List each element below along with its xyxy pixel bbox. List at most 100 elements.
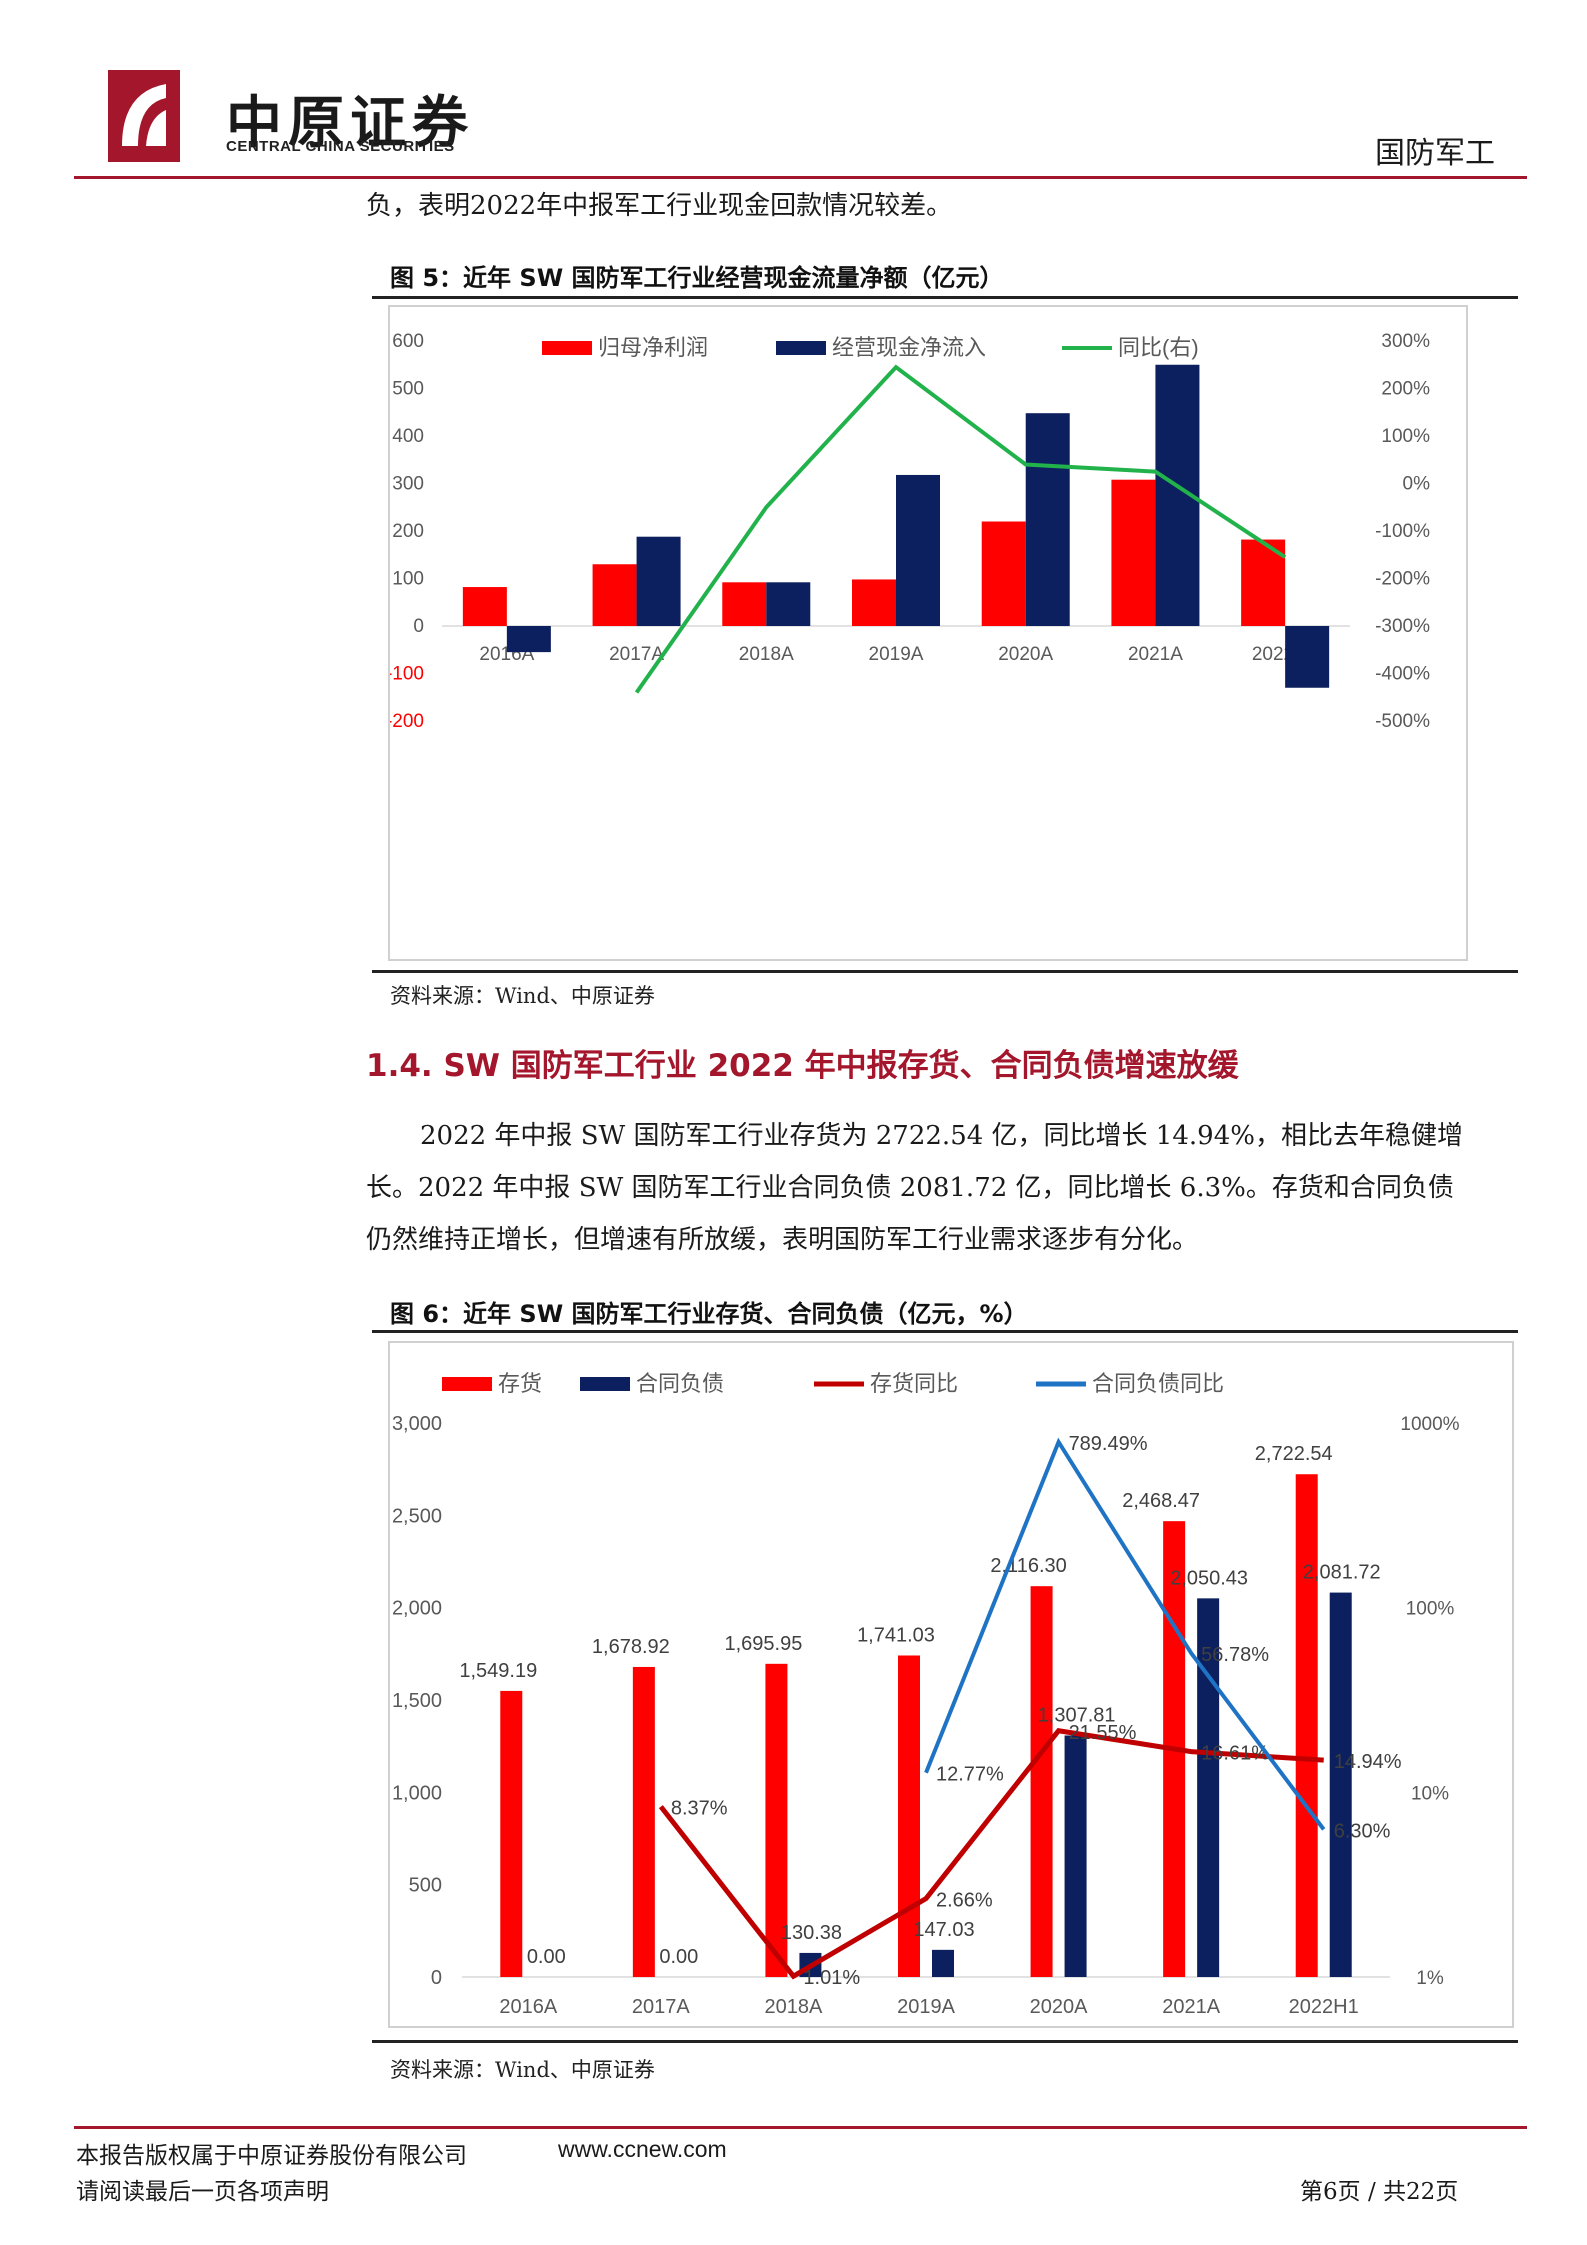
right-axis-tick-label: -400% <box>1375 664 1430 685</box>
footer-copyright: 本报告版权属于中原证券股份有限公司 <box>76 2143 467 2169</box>
legend-label: 合同负债 <box>636 1371 724 1396</box>
legend-label: 同比(右) <box>1118 335 1199 360</box>
figure6-bottom-rule <box>372 2040 1518 2043</box>
section-paragraph-line-1: 2022 年中报 SW 国防军工行业存货为 2722.54 亿，同比增长 14.… <box>420 1121 1463 1151</box>
x-axis-tick-label: 2017A <box>632 1996 690 2018</box>
figure5-chart: 600 500 400 300 200 100 0 -100 -200 300% 200% 100% 0… <box>386 331 1430 732</box>
bar-net-profit <box>852 579 896 626</box>
bar-contract-liabilities <box>1064 1735 1087 1977</box>
bar-inventory <box>765 1663 788 1977</box>
footer-rule <box>74 2126 1527 2129</box>
x-axis-tick-label: 2018A <box>739 644 794 665</box>
right-axis-tick-label: -200% <box>1375 569 1430 590</box>
x-axis-tick-label: 2017A <box>609 644 664 665</box>
figure5-title-rule <box>372 296 1518 299</box>
figure6-title: 图 6：近年 SW 国防军工行业存货、合同负债（亿元，%） <box>390 1300 1028 1328</box>
left-axis-tick-label: 200 <box>392 521 424 542</box>
bar-inventory <box>500 1690 523 1977</box>
left-axis-tick-label: 400 <box>392 426 424 447</box>
inventory-yoy-line <box>658 1728 1324 1980</box>
figure5-chart-frame: 600 500 400 300 200 100 0 -100 -200 300% 200% 100% 0… <box>386 305 1468 961</box>
section-paragraph-line-2: 长。2022 年中报 SW 国防军工行业合同负债 2081.72 亿，同比增长 … <box>366 1173 1454 1203</box>
header-rule <box>74 176 1527 179</box>
left-axis-tick-label: 2,500 <box>392 1505 442 1527</box>
company-name-cn: 中原证券 <box>226 90 474 156</box>
figure6-chart-frame: 3,000 2,500 2,000 1,500 1,000 500 0 1000% 100% 10… <box>388 1341 1514 2028</box>
line-data-label: 16.61% <box>1201 1743 1269 1765</box>
left-axis-tick-label: 600 <box>392 331 424 352</box>
bar-inventory <box>1295 1474 1318 1977</box>
bar-net-profit <box>722 582 767 626</box>
bar-data-label: 1,307.81 <box>1038 1704 1116 1726</box>
bar-data-label: 0.00 <box>527 1946 566 1968</box>
bar-data-label: 1,549.19 <box>459 1660 537 1682</box>
company-logo-mark <box>108 70 180 162</box>
right-axis-tick-label: 100% <box>1381 426 1430 447</box>
left-axis-tick-label: 0 <box>413 616 424 637</box>
x-axis-tick-label: 2022H1 <box>1289 1996 1359 2018</box>
left-axis-tick-label: 300 <box>392 474 424 495</box>
right-axis-tick-label: -500% <box>1375 711 1430 732</box>
right-axis-tick-label: 200% <box>1381 379 1430 400</box>
bar-data-label: 2,050.43 <box>1170 1567 1248 1589</box>
bar-data-label: 1,695.95 <box>724 1633 802 1655</box>
bar-data-label: 2,468.47 <box>1122 1490 1200 1512</box>
left-axis-tick-label: 2,000 <box>392 1598 442 1620</box>
right-axis-tick-label: 1000% <box>1400 1414 1459 1435</box>
left-axis-tick-label: 500 <box>392 379 424 400</box>
right-axis-tick-label: 1% <box>1416 1968 1444 1989</box>
legend-label: 存货 <box>498 1371 542 1396</box>
line-data-label: 56.78% <box>1201 1644 1269 1666</box>
company-name-en: CENTRAL CHINA SECURITIES <box>226 138 455 155</box>
bar-operating-cashflow <box>506 626 551 653</box>
right-axis-tick-label: -100% <box>1375 521 1430 542</box>
figure6-chart: 3,000 2,500 2,000 1,500 1,000 500 0 1000% 100% 10… <box>392 1371 1460 2018</box>
section-heading: 1.4. SW 国防军工行业 2022 年中报存货、合同负债增速放缓 <box>366 1048 1239 1084</box>
bar-net-profit <box>1111 479 1156 626</box>
bar-net-profit <box>981 521 1026 626</box>
left-axis-tick-label: 0 <box>431 1967 442 1989</box>
bar-contract-liabilities <box>932 1949 954 1977</box>
bar-operating-cashflow <box>636 536 681 626</box>
logo-mark-icon <box>108 70 180 162</box>
bar-data-label: 130.38 <box>781 1922 842 1944</box>
legend-swatch <box>776 341 826 355</box>
bar-contract-liabilities <box>1197 1598 1220 1977</box>
left-axis-tick-label: -200 <box>390 711 424 732</box>
footer-website-link[interactable]: www.ccnew.com <box>558 2136 727 2162</box>
line-data-label: 21.55% <box>1069 1722 1137 1744</box>
bar-net-profit <box>592 564 637 626</box>
contract-liabilities-yoy-line <box>924 1437 1326 1831</box>
bar-inventory <box>1030 1586 1053 1977</box>
bar-data-label: 1,741.03 <box>857 1624 935 1646</box>
x-axis-tick-label: 2018A <box>765 1996 823 2018</box>
bar-data-label: 2,081.72 <box>1303 1562 1381 1584</box>
right-axis-tick-label: 100% <box>1406 1599 1455 1620</box>
figure6-source: 资料来源：Wind、中原证券 <box>390 2058 655 2082</box>
x-axis-tick-label: 2020A <box>998 644 1053 665</box>
line-data-label: 1.01% <box>803 1967 860 1989</box>
bar-operating-cashflow <box>1285 626 1330 688</box>
bar-data-label: 2,722.54 <box>1255 1443 1333 1465</box>
line-data-label: 14.94% <box>1334 1751 1402 1773</box>
left-axis-tick-label: 3,000 <box>392 1413 442 1435</box>
section-paragraph-line-3: 仍然维持正增长，但增速有所放缓，表明国防军工行业需求逐步有分化。 <box>366 1225 1199 1255</box>
x-axis-tick-label: 2021A <box>1162 1996 1220 2018</box>
bar-inventory <box>898 1655 920 1977</box>
bar-data-label: 2,116.30 <box>990 1555 1066 1577</box>
line-data-label: 789.49% <box>1069 1433 1148 1455</box>
right-axis-tick-label: -300% <box>1375 616 1430 637</box>
line-data-label: 12.77% <box>936 1764 1004 1786</box>
x-axis-tick-label: 2021A <box>1128 644 1183 665</box>
bar-contract-liabilities <box>1329 1592 1352 1977</box>
legend-swatch <box>542 341 592 355</box>
line-data-label: 8.37% <box>671 1798 728 1820</box>
left-axis-tick-label: -100 <box>390 664 424 685</box>
footer-page-number: 第6页 / 共22页 <box>1300 2179 1459 2205</box>
footer-notice: 请阅读最后一页各项声明 <box>76 2179 329 2205</box>
report-category: 国防军工 <box>1375 136 1495 171</box>
figure5-bottom-rule <box>372 970 1518 973</box>
legend-label: 经营现金净流入 <box>832 335 986 360</box>
line-data-label: 6.30% <box>1334 1820 1391 1842</box>
figure6-title-rule <box>372 1330 1518 1333</box>
